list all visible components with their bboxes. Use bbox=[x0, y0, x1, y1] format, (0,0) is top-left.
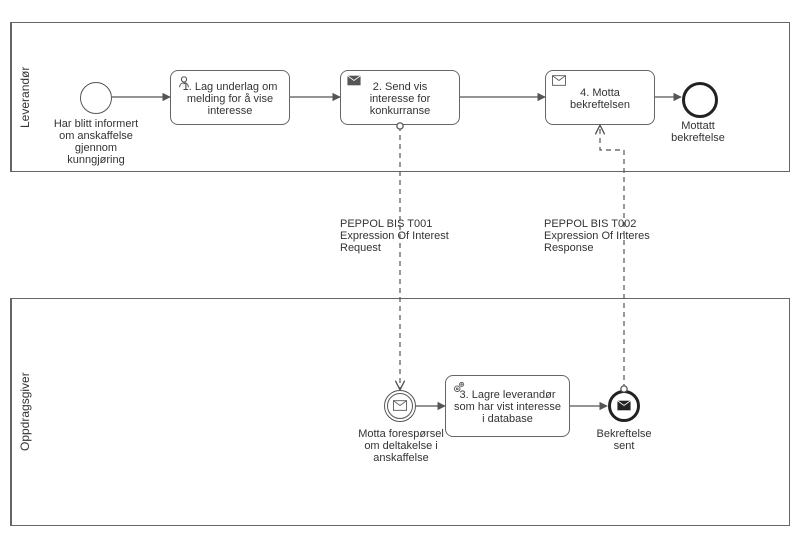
pool-label-leverandor: Leverandør bbox=[11, 23, 38, 171]
end-event-top-label: Mottatt bekreftelse bbox=[662, 120, 734, 144]
end-message-event bbox=[608, 390, 640, 422]
task-1-lag-underlag: 1. Lag underlag om melding for å vise in… bbox=[170, 70, 290, 125]
message-label-response: PEPPOL BIS T002 Expression Of Interes Re… bbox=[544, 218, 674, 254]
user-icon bbox=[177, 75, 191, 89]
task-4-motta-bekreftelsen: 4. Motta bekreftelsen bbox=[545, 70, 655, 125]
intermediate-receive-label: Motta forespørsel om deltakelse i anskaf… bbox=[352, 428, 450, 464]
task-label: 4. Motta bekreftelsen bbox=[554, 87, 646, 111]
start-event-label: Har blitt informert om anskaffelse gjenn… bbox=[46, 118, 146, 166]
task-2-send-interesse: 2. Send vis interesse for konkurranse bbox=[340, 70, 460, 125]
task-label: 3. Lagre leverandør som har vist interes… bbox=[454, 389, 561, 425]
gears-icon bbox=[452, 380, 466, 394]
task-label: 1. Lag underlag om melding for å vise in… bbox=[179, 81, 281, 117]
task-label: 2. Send vis interesse for konkurranse bbox=[349, 81, 451, 117]
envelope-outline-icon bbox=[552, 75, 566, 89]
task-3-lagre-leverandor: 3. Lagre leverandør som har vist interes… bbox=[445, 375, 570, 437]
pool-label-oppdragsgiver: Oppdragsgiver bbox=[11, 299, 38, 525]
bpmn-diagram: Leverandør Oppdragsgiver Har blitt infor… bbox=[0, 0, 800, 533]
start-event bbox=[80, 82, 112, 114]
message-label-request: PEPPOL BIS T001 Expression Of Interest R… bbox=[340, 218, 466, 254]
envelope-filled-icon bbox=[347, 75, 361, 89]
intermediate-receive-event bbox=[384, 390, 416, 422]
end-event-top bbox=[682, 82, 718, 118]
end-message-label: Bekreftelse sent bbox=[592, 428, 656, 452]
